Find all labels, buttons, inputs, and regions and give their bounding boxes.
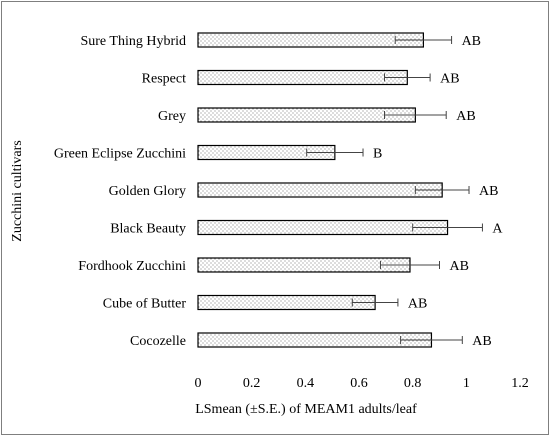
category-label-0: Sure Thing Hybrid [80, 34, 186, 49]
error-bar-4 [414, 186, 470, 194]
letter-label-6: AB [450, 259, 469, 274]
x-tick-label-5: 1 [463, 376, 470, 391]
error-bar-1 [383, 73, 431, 82]
x-tick-label-3: 0.6 [350, 376, 368, 391]
category-label-8: Cocozelle [130, 334, 186, 349]
y-axis-title: Zucchini cultivars [10, 140, 25, 241]
bar-8 [197, 332, 433, 348]
category-label-6: Fordhook Zucchini [78, 259, 186, 274]
category-label-1: Respect [142, 72, 186, 87]
x-tick-label-6: 1.2 [511, 376, 529, 391]
letter-label-4: AB [479, 184, 498, 199]
category-label-4: Golden Glory [109, 184, 186, 199]
error-bar-8 [400, 336, 463, 344]
bar-7 [197, 294, 376, 311]
letter-label-8: AB [472, 334, 491, 349]
bar-2 [197, 107, 416, 123]
letter-label-0: AB [462, 34, 481, 49]
category-label-5: Black Beauty [110, 222, 186, 237]
x-tick-label-1: 0.2 [243, 376, 261, 391]
bar-0 [197, 32, 424, 48]
bar-1 [197, 69, 408, 86]
x-tick-label-0: 0 [195, 376, 202, 391]
error-bar-6 [379, 261, 440, 269]
category-label-2: Grey [158, 109, 186, 124]
letter-label-3: B [373, 147, 382, 162]
x-axis-title: LSmean (±S.E.) of MEAM1 adults/leaf [195, 402, 417, 417]
bar-4 [197, 182, 443, 198]
category-label-7: Cube of Butter [103, 297, 187, 312]
bar-6 [197, 257, 411, 273]
error-bar-3 [306, 148, 364, 157]
x-tick-label-4: 0.8 [404, 376, 422, 391]
letter-label-1: AB [440, 72, 459, 87]
bar-5 [197, 219, 449, 236]
category-label-3: Green Eclipse Zucchini [54, 147, 186, 162]
x-tick-label-2: 0.4 [297, 376, 315, 391]
error-bar-2 [383, 111, 447, 119]
error-bar-7 [351, 298, 399, 307]
letter-label-7: AB [408, 297, 427, 312]
letter-label-2: AB [456, 109, 475, 124]
error-bar-5 [412, 223, 483, 232]
error-bar-0 [394, 36, 453, 44]
letter-label-5: A [492, 222, 503, 237]
